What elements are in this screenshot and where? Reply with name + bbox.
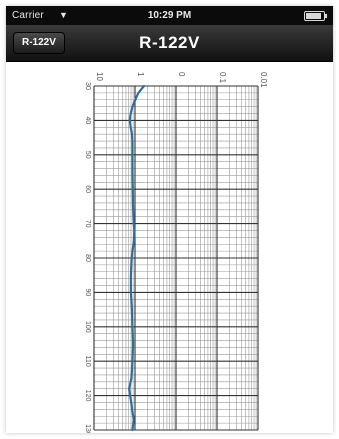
log-chart-area[interactable]: 10 1 0 0.1 0.01 30 40 50 60 70 80 90 100 110 120 130 [6,62,333,433]
carrier-label: Carrier [12,10,44,21]
depth-label: 110 [84,356,91,367]
log-curve [128,84,146,432]
phone-screen: Carrier ▼ 10:29 PM R-122V R-122V 10 1 0 0.1… [6,6,333,433]
depth-label: 40 [84,117,91,125]
wifi-icon: ▼ [59,10,68,20]
depth-label: 130 [84,424,91,433]
depth-label: 80 [84,254,91,262]
x-tick-labels: 10 1 0 0.1 0.01 [95,72,268,88]
clock: 10:29 PM [147,10,192,21]
x-tick-label: 0.01 [259,72,268,88]
depth-label: 100 [84,321,91,333]
depth-label: 60 [84,185,91,193]
page-title: R-122V [139,33,200,52]
x-tick-label: 1 [136,72,145,77]
depth-label: 120 [84,390,91,402]
x-tick-label: 10 [95,72,104,81]
major-grid [93,85,259,431]
navigation-bar: R-122V R-122V [6,25,333,62]
depth-label: 90 [84,289,91,297]
depth-labels: 30 40 50 60 70 80 90 100 110 120 130 [84,82,91,433]
depth-label: 70 [84,220,91,228]
depth-label: 30 [84,82,91,90]
depth-label: 50 [84,151,91,159]
x-tick-label: 0 [177,72,186,77]
battery-icon [304,11,327,21]
status-bar: Carrier ▼ 10:29 PM [6,6,333,25]
x-tick-label: 0.1 [218,72,227,84]
back-button[interactable]: R-122V [13,32,65,54]
